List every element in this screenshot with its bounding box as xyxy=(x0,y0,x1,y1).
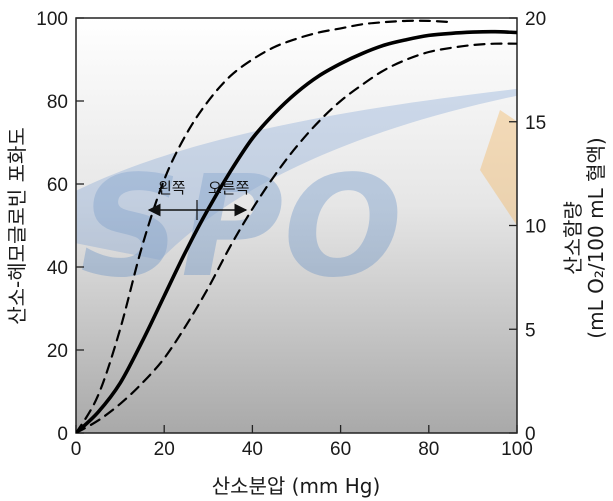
y-axis-left: 0 20 40 60 80 100 xyxy=(36,9,84,445)
watermark: SPO xyxy=(76,88,517,309)
x-tick-label: 100 xyxy=(501,439,533,460)
x-tick-label: 60 xyxy=(330,439,351,460)
annotation-left-label: 왼쪽 xyxy=(158,179,186,197)
curve-left-shift xyxy=(76,19,452,433)
y-axis-right: 0 5 10 15 20 xyxy=(509,9,546,445)
x-tick-label: 20 xyxy=(154,439,175,460)
x-tick-label: 80 xyxy=(418,439,439,460)
y2-tick-label: 0 xyxy=(525,424,536,445)
watermark-swoosh xyxy=(76,88,517,260)
x-axis-title: 산소분압 (mm Hg) xyxy=(212,474,381,498)
y-axis-title: 산소-헤모글로빈 포화도 xyxy=(5,127,29,325)
y2-tick-label: 20 xyxy=(525,9,546,30)
y2-tick-label: 5 xyxy=(525,320,536,341)
watermark-text: SPO xyxy=(80,146,402,309)
x-tick-label: 0 xyxy=(71,439,82,460)
x-axis: 0 20 40 60 80 100 xyxy=(71,425,533,460)
y2-axis-title: 산소함량 xyxy=(561,201,585,275)
y-tick-label: 0 xyxy=(57,424,68,445)
y-tick-label: 20 xyxy=(47,341,68,362)
curve-normal xyxy=(76,29,517,433)
y-tick-label: 40 xyxy=(47,258,68,279)
y2-axis-unit: (mL O₂/100 mL 혈액) xyxy=(584,137,608,338)
x-tick-label: 40 xyxy=(242,439,263,460)
y-tick-label: 100 xyxy=(36,9,68,30)
y2-tick-label: 15 xyxy=(525,113,546,134)
curves xyxy=(76,19,517,433)
watermark-accent xyxy=(480,110,517,226)
y-tick-label: 60 xyxy=(47,175,68,196)
curve-right-shift xyxy=(76,42,517,433)
shift-annotation: 왼쪽 오른쪽 xyxy=(147,179,250,220)
annotation-right-label: 오른쪽 xyxy=(208,179,250,197)
y-tick-label: 80 xyxy=(47,92,68,113)
y2-tick-label: 10 xyxy=(525,217,546,238)
